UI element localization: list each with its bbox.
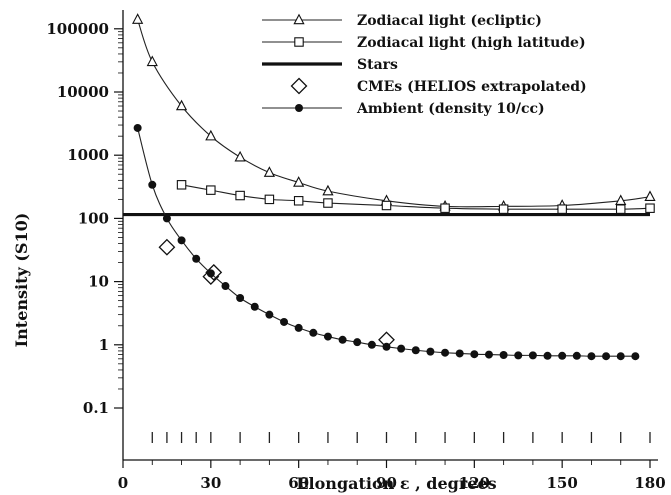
data-point xyxy=(587,352,596,361)
data-point xyxy=(528,351,537,360)
y-tick-label: 100000 xyxy=(46,20,109,38)
x-tick-label: 90 xyxy=(376,474,397,492)
data-point xyxy=(602,352,611,361)
data-point xyxy=(177,236,186,245)
inner-x-marks xyxy=(151,432,651,443)
series-line xyxy=(137,127,636,357)
data-point xyxy=(499,350,508,359)
data-point xyxy=(132,13,144,24)
data-point xyxy=(322,184,334,196)
data-point xyxy=(234,150,246,162)
data-point xyxy=(264,194,275,205)
data-point xyxy=(441,348,450,357)
data-point xyxy=(353,338,362,347)
data-point xyxy=(293,176,305,187)
data-point xyxy=(616,352,625,361)
y-tick-label: 0.1 xyxy=(83,399,109,417)
data-point xyxy=(543,351,552,360)
data-point xyxy=(206,185,216,195)
x-axis-label: Elongation ε , degrees xyxy=(296,474,496,493)
legend-item-cmes-helios-extrapolated: CMEs (HELIOS extrapolated) xyxy=(290,77,587,95)
data-point xyxy=(162,214,171,223)
legend-swatch-marker xyxy=(293,13,305,25)
data-point xyxy=(236,294,245,303)
y-tick-label: 1 xyxy=(99,336,109,354)
data-point xyxy=(411,346,420,355)
data-point xyxy=(498,204,509,214)
data-point xyxy=(235,190,245,201)
axes xyxy=(122,10,658,461)
data-point xyxy=(146,55,158,67)
data-point xyxy=(514,351,523,360)
legend-swatch-marker xyxy=(294,37,304,47)
data-point xyxy=(426,347,435,356)
data-point xyxy=(175,99,188,111)
x-tick-label: 150 xyxy=(547,474,578,492)
x-ticks: 0 30 60 90 120 150 180 xyxy=(118,460,666,492)
data-point xyxy=(631,352,640,361)
y-ticks: 0.1 1 10 100 1000 10000 100000 xyxy=(46,20,123,417)
data-point xyxy=(293,196,304,206)
legend-label: CMEs (HELIOS extrapolated) xyxy=(357,79,587,95)
data-point xyxy=(557,204,567,214)
data-point xyxy=(484,350,493,359)
x-tick-label: 60 xyxy=(288,474,309,492)
legend-item-zodiacal-light-high-latitude: Zodiacal light (high latitude) xyxy=(262,35,586,51)
legend-swatch-marker xyxy=(295,104,303,112)
legend-item-ambient-density-10-cc: Ambient (density 10/cc) xyxy=(262,101,545,117)
series-line xyxy=(181,184,651,210)
legend-label: Zodiacal light (high latitude) xyxy=(357,35,586,51)
y-tick-label: 100 xyxy=(78,209,109,227)
data-point xyxy=(440,203,450,213)
data-point xyxy=(309,328,318,337)
data-point xyxy=(323,198,333,208)
data-point xyxy=(455,349,464,358)
data-point xyxy=(205,129,217,141)
data-point xyxy=(615,204,626,214)
data-point xyxy=(250,302,259,311)
data-point xyxy=(644,190,656,202)
series-ambient-density-10-cc xyxy=(133,123,640,361)
series-zodiacal-light-ecliptic xyxy=(132,13,656,211)
x-tick-label: 0 xyxy=(118,474,128,492)
data-point xyxy=(558,351,567,360)
legend-label: Zodiacal light (ecliptic) xyxy=(357,13,542,29)
data-point xyxy=(192,254,201,263)
data-point xyxy=(265,310,274,319)
data-point xyxy=(263,166,276,177)
data-point xyxy=(367,340,376,349)
series-layer xyxy=(123,13,656,361)
series-zodiacal-light-high-latitude xyxy=(176,180,655,214)
data-point xyxy=(176,180,187,190)
data-point xyxy=(133,123,142,132)
x-tick-label: 30 xyxy=(200,474,221,492)
legend: Zodiacal light (ecliptic) Zodiacal light … xyxy=(262,13,587,117)
legend-label: Stars xyxy=(357,57,398,73)
data-point xyxy=(206,269,215,278)
data-point xyxy=(158,238,176,256)
data-point xyxy=(397,344,406,353)
legend-item-stars: Stars xyxy=(262,57,398,73)
y-tick-label: 10 xyxy=(88,273,109,291)
legend-item-zodiacal-light-ecliptic: Zodiacal light (ecliptic) xyxy=(262,13,542,29)
y-tick-label: 1000 xyxy=(67,146,109,164)
data-point xyxy=(148,180,157,189)
data-point xyxy=(382,342,391,351)
x-tick-label: 180 xyxy=(634,474,665,492)
data-point xyxy=(221,282,230,291)
data-point xyxy=(572,351,581,360)
data-point xyxy=(323,332,332,341)
data-point xyxy=(470,350,479,359)
data-point xyxy=(338,335,347,344)
data-point xyxy=(280,317,289,326)
x-tick-label: 120 xyxy=(459,474,490,492)
legend-swatch-marker xyxy=(290,77,308,95)
data-point xyxy=(381,200,392,211)
y-axis-label: Intensity (S10) xyxy=(12,213,31,348)
legend-label: Ambient (density 10/cc) xyxy=(356,101,545,117)
y-tick-label: 10000 xyxy=(57,83,109,101)
data-point xyxy=(645,203,655,213)
data-point xyxy=(294,323,303,332)
